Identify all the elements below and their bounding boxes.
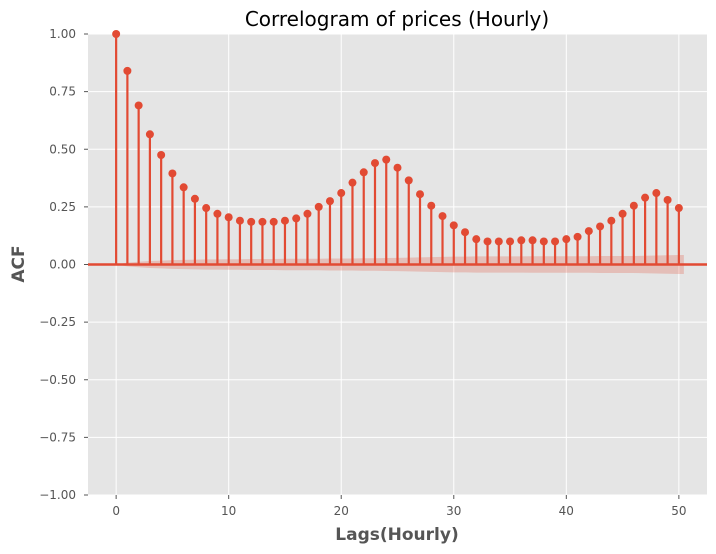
- acf-point: [573, 232, 582, 241]
- acf-point: [325, 197, 334, 206]
- acf-point: [258, 217, 267, 226]
- acf-point: [393, 163, 402, 172]
- y-tick-label: 0.25: [49, 200, 76, 214]
- acf-point: [112, 30, 121, 38]
- stems: [112, 30, 683, 265]
- acf-point: [551, 237, 560, 246]
- acf-point: [224, 213, 233, 222]
- acf-point: [528, 236, 537, 245]
- y-tick-label: 0.75: [49, 85, 76, 99]
- acf-point: [348, 178, 357, 187]
- y-tick-label: −0.50: [39, 373, 76, 387]
- acf-point: [607, 216, 616, 225]
- acf-point: [494, 237, 503, 246]
- acf-point: [235, 216, 244, 225]
- acf-point: [247, 217, 256, 226]
- acf-point: [157, 151, 166, 160]
- acf-point: [438, 212, 447, 221]
- x-tick-label: 20: [334, 504, 349, 518]
- acf-point: [629, 201, 638, 210]
- x-tick-label: 10: [221, 504, 236, 518]
- y-tick-label: −1.00: [39, 488, 76, 502]
- acf-point: [449, 221, 458, 230]
- acf-point: [269, 217, 278, 226]
- y-tick-label: 0.00: [49, 258, 76, 272]
- acf-point: [280, 216, 289, 225]
- acf-point: [674, 204, 683, 213]
- acf-point: [416, 190, 425, 199]
- acf-point: [539, 237, 548, 246]
- y-tick-label: 0.50: [49, 142, 76, 156]
- acf-point: [663, 195, 672, 204]
- x-tick-label: 30: [446, 504, 461, 518]
- acf-point: [314, 202, 323, 211]
- acf-point: [427, 201, 436, 210]
- acf-point: [145, 130, 154, 139]
- x-tick-label: 0: [112, 504, 120, 518]
- chart-title: Correlogram of prices (Hourly): [245, 7, 549, 31]
- x-tick-label: 50: [671, 504, 686, 518]
- y-tick-label: 1.00: [49, 27, 76, 41]
- tick-labels: −1.00 −0.75 −0.50 −0.25 0.00 0.25 0.50 0.75 1.00…: [39, 27, 686, 518]
- acf-point: [337, 189, 346, 198]
- acf-point: [382, 155, 391, 164]
- acf-point: [370, 159, 379, 168]
- y-axis-label: ACF: [9, 245, 29, 282]
- acf-point: [404, 176, 413, 185]
- acf-point: [584, 227, 593, 236]
- acf-point: [303, 209, 312, 218]
- acf-point: [472, 235, 481, 244]
- acf-point: [134, 101, 143, 110]
- acf-point: [483, 237, 492, 246]
- x-axis-label: Lags(Hourly): [335, 525, 458, 545]
- acf-point: [517, 236, 526, 245]
- acf-point: [461, 228, 470, 237]
- acf-point: [641, 193, 650, 202]
- acf-point: [562, 235, 571, 244]
- y-tick-label: −0.75: [39, 430, 76, 444]
- acf-point: [213, 209, 222, 218]
- acf-point: [359, 168, 368, 177]
- acf-point: [292, 214, 301, 223]
- acf-point: [123, 66, 132, 75]
- x-tick-label: 40: [559, 504, 574, 518]
- acf-point: [190, 194, 199, 203]
- acf-point: [506, 237, 515, 246]
- acf-point: [652, 189, 661, 198]
- acf-point: [202, 204, 211, 213]
- acf-point: [179, 183, 188, 192]
- acf-point: [168, 169, 177, 178]
- y-tick-label: −0.25: [39, 315, 76, 329]
- acf-point: [618, 209, 627, 218]
- acf-point: [596, 222, 605, 231]
